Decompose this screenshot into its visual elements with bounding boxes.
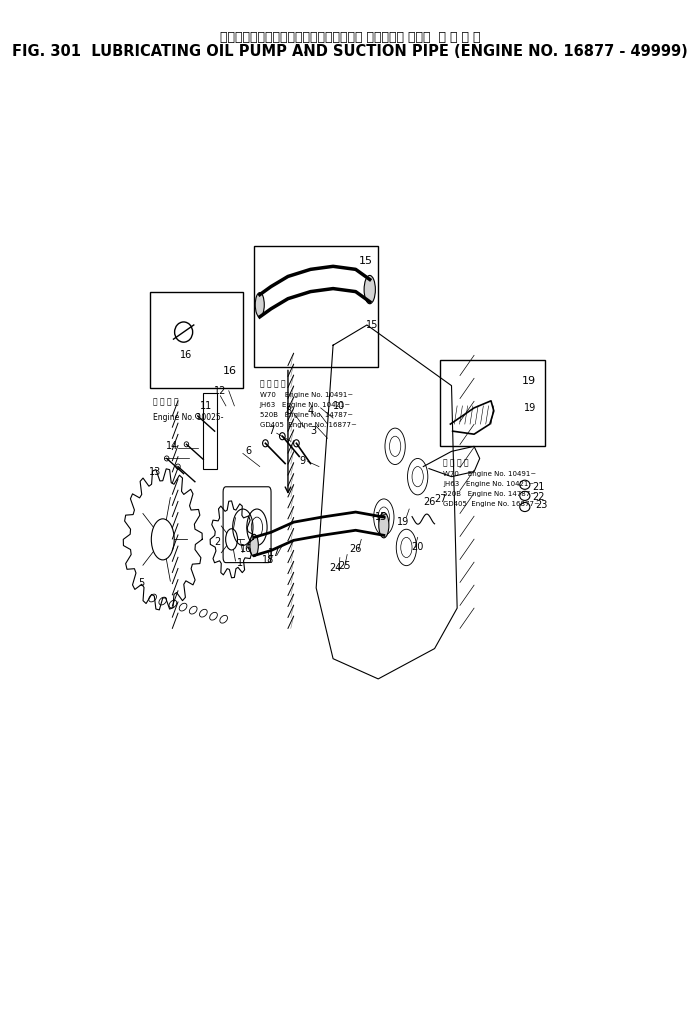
Text: 23: 23	[536, 500, 548, 510]
Ellipse shape	[364, 276, 375, 304]
Text: 9: 9	[299, 456, 305, 466]
Text: 20: 20	[412, 542, 424, 553]
Text: 15: 15	[366, 320, 379, 330]
Text: 10: 10	[332, 401, 345, 411]
Ellipse shape	[176, 464, 180, 469]
Text: 15: 15	[374, 512, 387, 522]
Text: 15: 15	[358, 257, 372, 267]
Ellipse shape	[279, 433, 285, 440]
Text: W70    Engine No. 10491~: W70 Engine No. 10491~	[260, 391, 353, 397]
Text: 26: 26	[349, 545, 362, 555]
Text: W70    Engine No. 10491~: W70 Engine No. 10491~	[443, 470, 536, 477]
Ellipse shape	[184, 442, 189, 447]
Text: 17: 17	[267, 548, 280, 558]
Ellipse shape	[250, 534, 258, 557]
Text: 520B   Engine No. 14787~: 520B Engine No. 14787~	[443, 491, 536, 497]
Text: 3: 3	[310, 426, 316, 436]
Text: 6: 6	[246, 446, 251, 456]
Text: 19: 19	[522, 375, 536, 385]
Ellipse shape	[520, 481, 530, 490]
Bar	[204, 392, 218, 468]
Text: 適 用 号 機: 適 用 号 機	[153, 397, 178, 407]
Text: 11: 11	[200, 401, 212, 411]
Text: FIG. 301  LUBRICATING OIL PUMP AND SUCTION PIPE (ENGINE NO. 16877 - 49999): FIG. 301 LUBRICATING OIL PUMP AND SUCTIO…	[12, 45, 688, 60]
Ellipse shape	[520, 492, 530, 501]
Text: 14: 14	[166, 441, 179, 451]
Ellipse shape	[379, 512, 389, 537]
Text: JH63   Engine No. 10421~: JH63 Engine No. 10421~	[260, 402, 351, 408]
Text: 13: 13	[149, 466, 162, 477]
Text: 8: 8	[285, 406, 291, 416]
Text: GD405  Engine No. 16877~: GD405 Engine No. 16877~	[443, 501, 540, 507]
Ellipse shape	[256, 293, 265, 317]
Ellipse shape	[293, 440, 299, 447]
Text: 16: 16	[181, 350, 192, 360]
Text: 2: 2	[214, 537, 220, 548]
Text: 適 用 号 機: 適 用 号 機	[443, 458, 469, 467]
Text: 5: 5	[138, 578, 144, 588]
Text: 24: 24	[330, 563, 342, 573]
Text: 25: 25	[338, 561, 351, 571]
Ellipse shape	[262, 440, 268, 447]
Text: 19: 19	[524, 403, 537, 413]
Text: 520B   Engine No. 14787~: 520B Engine No. 14787~	[260, 412, 353, 418]
Text: 19: 19	[398, 517, 410, 527]
Text: ルーブリケーティングオイルポンプおよび サクション パイプ  適 用 号 機: ルーブリケーティングオイルポンプおよび サクション パイプ 適 用 号 機	[220, 31, 480, 45]
Text: JH63   Engine No. 10421~: JH63 Engine No. 10421~	[443, 481, 534, 487]
Text: 22: 22	[533, 492, 545, 502]
Bar	[440, 360, 545, 446]
Text: 26: 26	[423, 497, 435, 507]
Text: 12: 12	[214, 385, 227, 395]
Text: 4: 4	[307, 406, 314, 416]
Text: 1: 1	[237, 558, 243, 568]
Bar	[150, 292, 243, 387]
Text: 16: 16	[223, 365, 237, 375]
Text: 21: 21	[533, 482, 545, 492]
Text: 7: 7	[268, 426, 274, 436]
Text: 27: 27	[434, 494, 447, 504]
Text: Engine No. 10025-: Engine No. 10025-	[153, 413, 223, 422]
Text: GD405  Engine No. 16877~: GD405 Engine No. 16877~	[260, 422, 356, 428]
Text: 16: 16	[239, 545, 252, 555]
Text: 18: 18	[262, 555, 274, 565]
Text: 適 用 号 機: 適 用 号 機	[260, 379, 286, 388]
Ellipse shape	[520, 503, 530, 511]
Ellipse shape	[164, 456, 169, 461]
Bar	[254, 246, 378, 367]
Ellipse shape	[195, 414, 200, 419]
